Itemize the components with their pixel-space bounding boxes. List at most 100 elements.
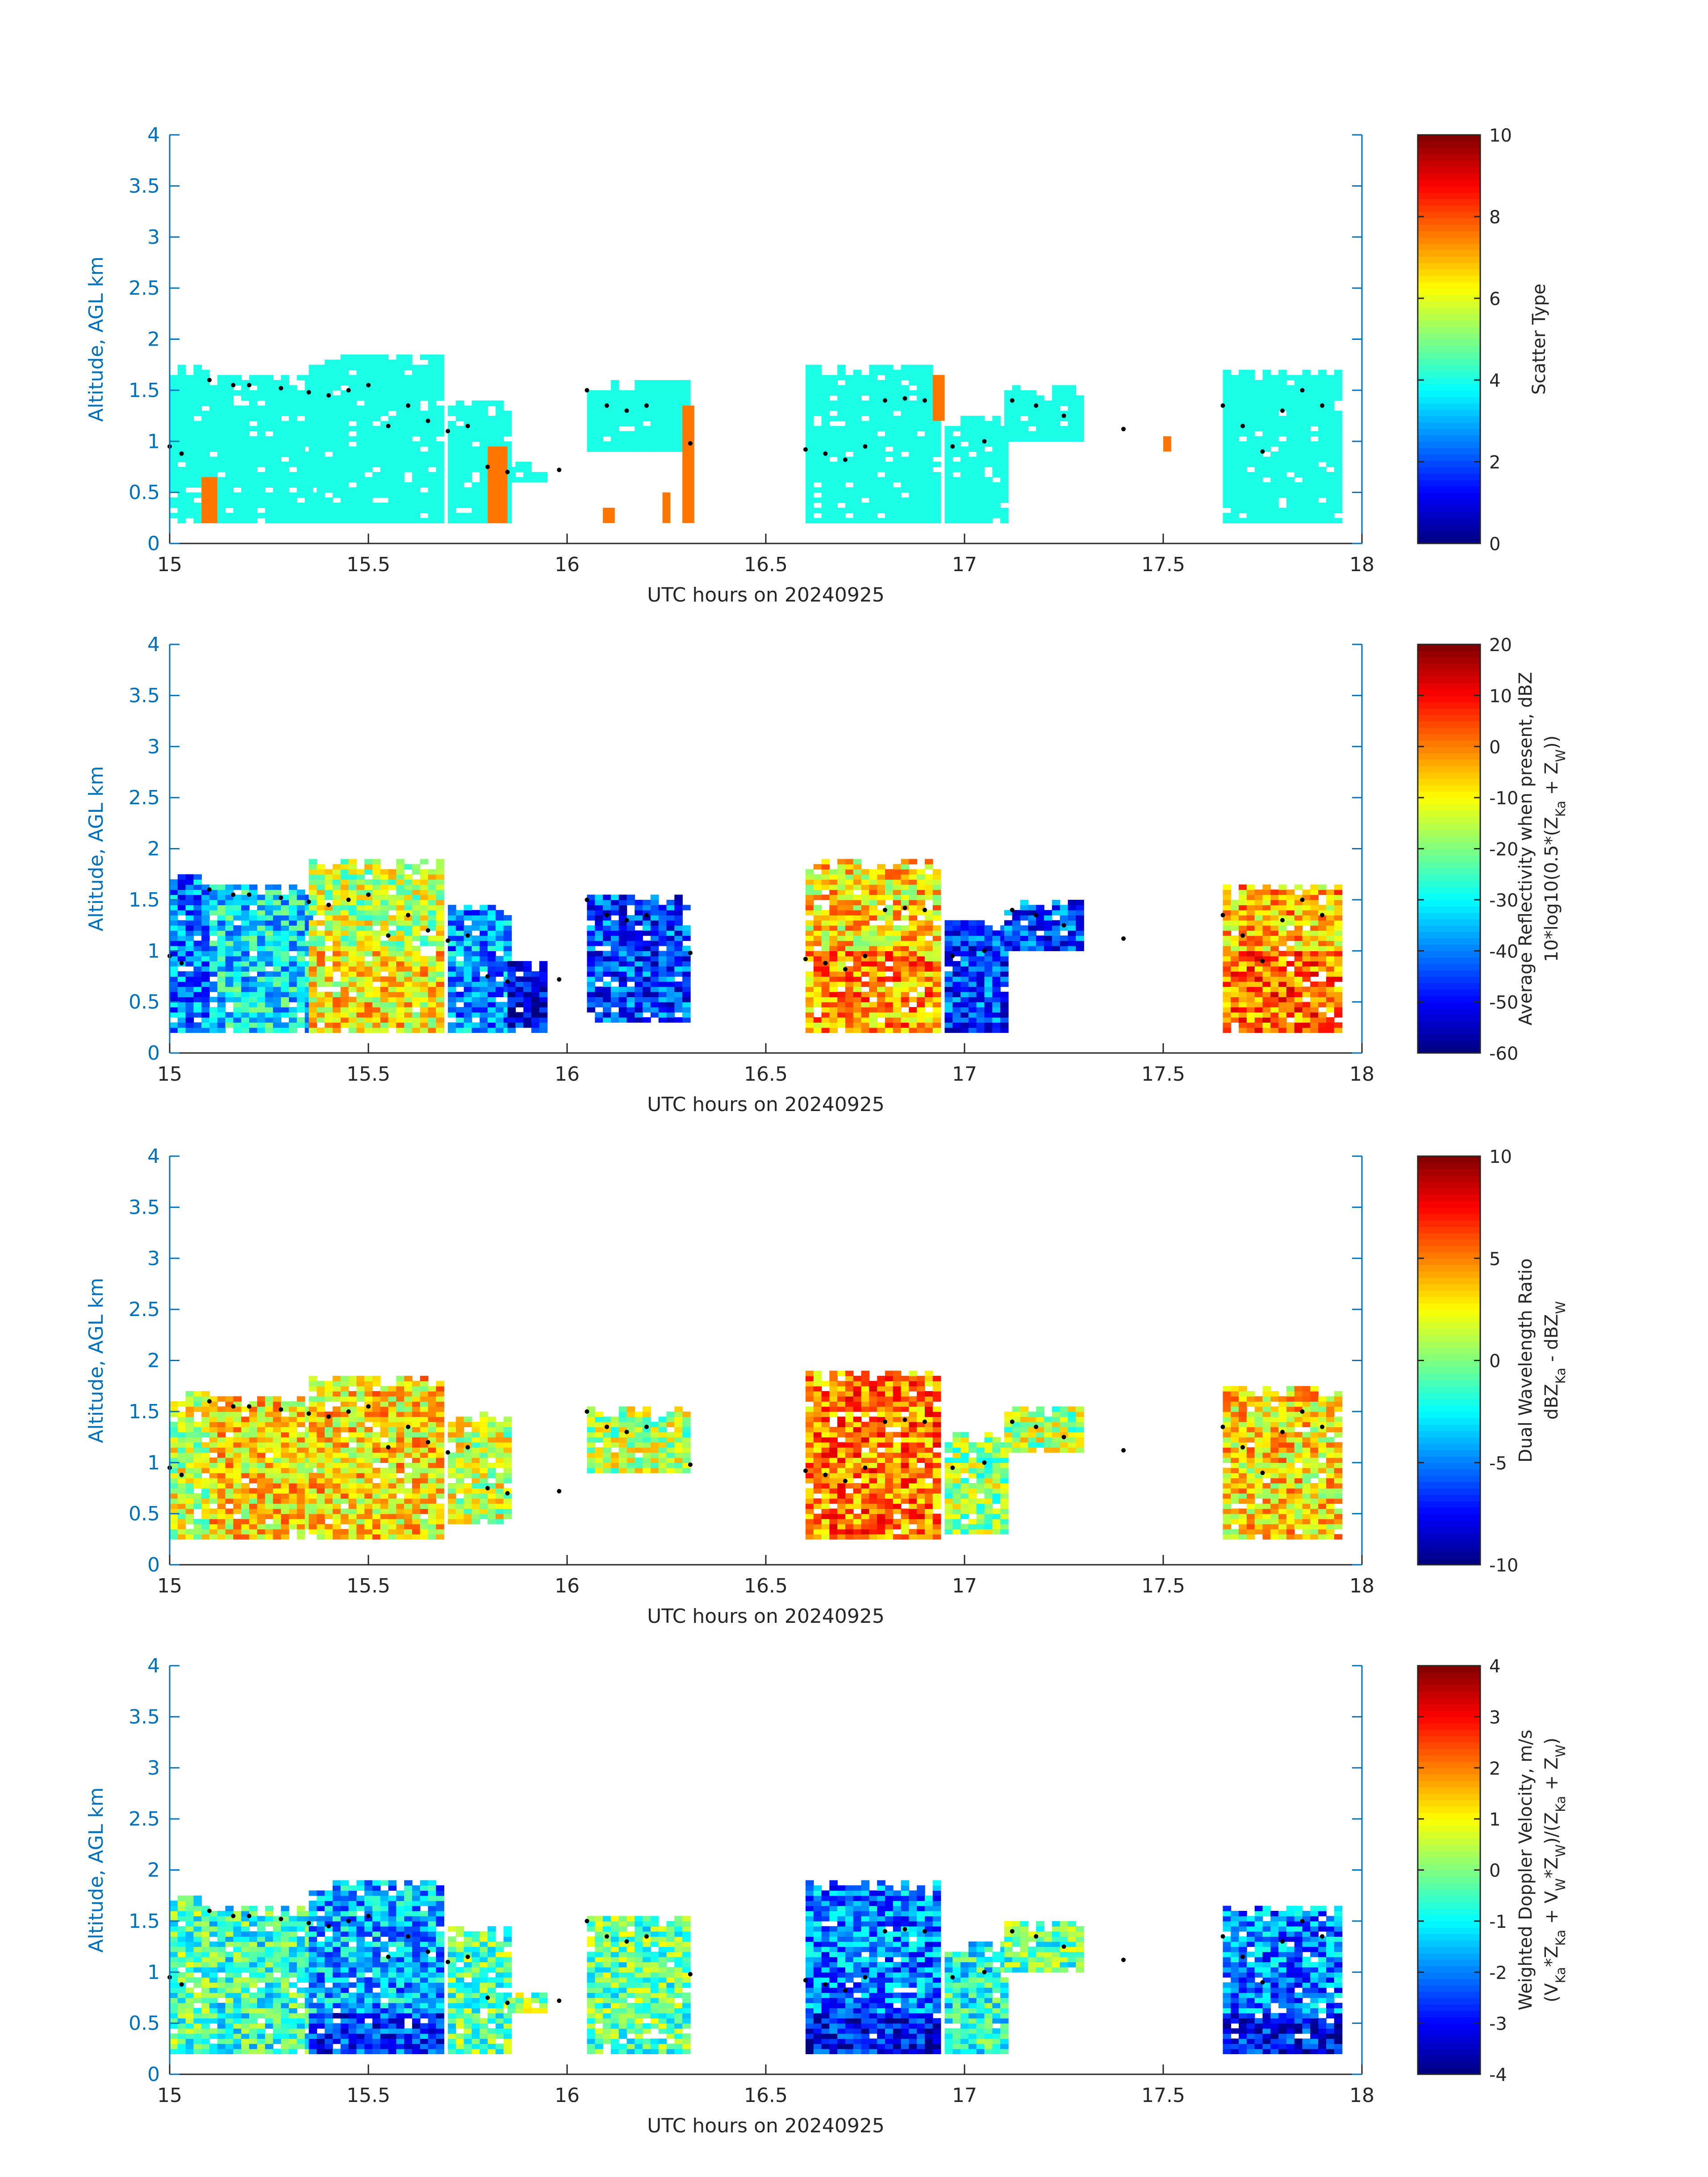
heat-cell <box>1004 935 1013 941</box>
heat-cell <box>495 986 504 992</box>
heat-cell <box>348 410 357 416</box>
heat-cell <box>853 507 862 514</box>
heat-cell <box>1052 410 1061 416</box>
heat-cell <box>309 370 317 376</box>
heat-cell <box>806 487 814 493</box>
heat-cell <box>436 462 444 468</box>
heat-cell <box>1286 482 1295 488</box>
heat-cell <box>225 492 234 498</box>
heat-cell <box>893 375 902 380</box>
heat-cell <box>877 462 885 468</box>
heat-cell <box>201 915 210 921</box>
heat-cell <box>885 1007 894 1013</box>
heat-cell <box>1028 940 1036 946</box>
heat-cell <box>281 935 289 941</box>
heat-cell <box>177 940 186 946</box>
heat-cell <box>281 905 289 911</box>
heat-cell <box>193 441 202 447</box>
heat-cell <box>201 951 210 957</box>
heat-cell <box>170 1027 178 1033</box>
heat-cell <box>296 1022 305 1028</box>
heat-cell <box>837 874 846 880</box>
heat-cell <box>853 986 862 992</box>
heat-cell <box>1334 462 1343 468</box>
heat-cell <box>464 956 472 961</box>
heat-cell <box>428 482 437 488</box>
heat-cell <box>877 497 885 503</box>
heat-cell <box>309 513 317 518</box>
heat-cell <box>674 1002 683 1007</box>
heat-cell <box>177 446 186 452</box>
heat-cell <box>348 364 357 370</box>
heat-cell <box>317 991 325 997</box>
heat-cell <box>618 1012 627 1018</box>
heat-cell <box>1223 375 1232 380</box>
heat-cell <box>829 905 838 911</box>
heat-cell <box>1000 971 1009 977</box>
heat-cell <box>372 1017 381 1023</box>
heat-cell <box>1036 405 1044 411</box>
heat-cell <box>1334 426 1343 432</box>
heat-cell <box>650 935 659 941</box>
heat-cell <box>455 431 464 437</box>
heat-cell <box>925 986 933 992</box>
heat-cell <box>296 1002 305 1007</box>
heat-cell <box>309 956 317 961</box>
heat-cell <box>372 894 381 900</box>
heat-cell <box>209 905 218 911</box>
heat-cell <box>503 410 512 416</box>
heat-cell <box>829 925 838 931</box>
heat-cell <box>806 375 814 380</box>
heat-cell <box>682 380 691 386</box>
heat-cell <box>472 956 480 961</box>
heat-cell <box>869 390 877 396</box>
heat-cell <box>869 966 877 972</box>
heat-cell <box>273 446 281 452</box>
heat-cell <box>944 426 953 432</box>
heat-cell <box>1262 518 1271 523</box>
heat-cell <box>388 874 397 880</box>
heat-cell <box>595 925 603 931</box>
heat-cell <box>296 375 305 380</box>
heat-cell <box>869 364 877 370</box>
heat-cell <box>909 456 917 462</box>
heat-cell <box>356 1007 365 1013</box>
heat-cell <box>1270 513 1279 518</box>
heat-cell <box>356 375 365 380</box>
heat-cell <box>806 986 814 992</box>
heat-cell <box>837 400 846 406</box>
heat-cell <box>428 410 437 416</box>
heat-cell <box>1294 462 1303 468</box>
heat-cell <box>1044 436 1052 442</box>
heat-cell <box>587 930 596 936</box>
heat-cell <box>1278 370 1287 376</box>
heat-cell <box>480 997 488 1003</box>
heat-cell <box>932 436 941 442</box>
heat-cell <box>925 951 933 957</box>
heat-cell <box>436 890 444 895</box>
heat-cell <box>813 991 822 997</box>
heat-cell <box>428 890 437 895</box>
heat-cell <box>984 441 993 447</box>
heat-cell <box>170 920 178 926</box>
heat-cell <box>1020 410 1029 416</box>
heat-cell <box>885 405 894 411</box>
heat-cell <box>1326 492 1335 498</box>
heat-cell <box>455 487 464 493</box>
heat-cell <box>853 416 862 422</box>
heat-cell <box>364 859 373 865</box>
heat-cell <box>372 899 381 906</box>
heat-cell <box>1294 487 1303 493</box>
heat-cell <box>523 462 532 468</box>
heat-cell <box>813 518 822 523</box>
heat-cell <box>193 971 202 977</box>
heat-cell <box>265 456 274 462</box>
heat-cell <box>317 1027 325 1033</box>
heat-cell <box>845 416 854 422</box>
heat-cell <box>273 518 281 523</box>
heat-cell <box>233 940 242 946</box>
heat-cell <box>952 482 961 488</box>
heat-cell <box>325 956 333 961</box>
heat-cell <box>1326 507 1335 514</box>
heat-cell <box>404 874 413 880</box>
